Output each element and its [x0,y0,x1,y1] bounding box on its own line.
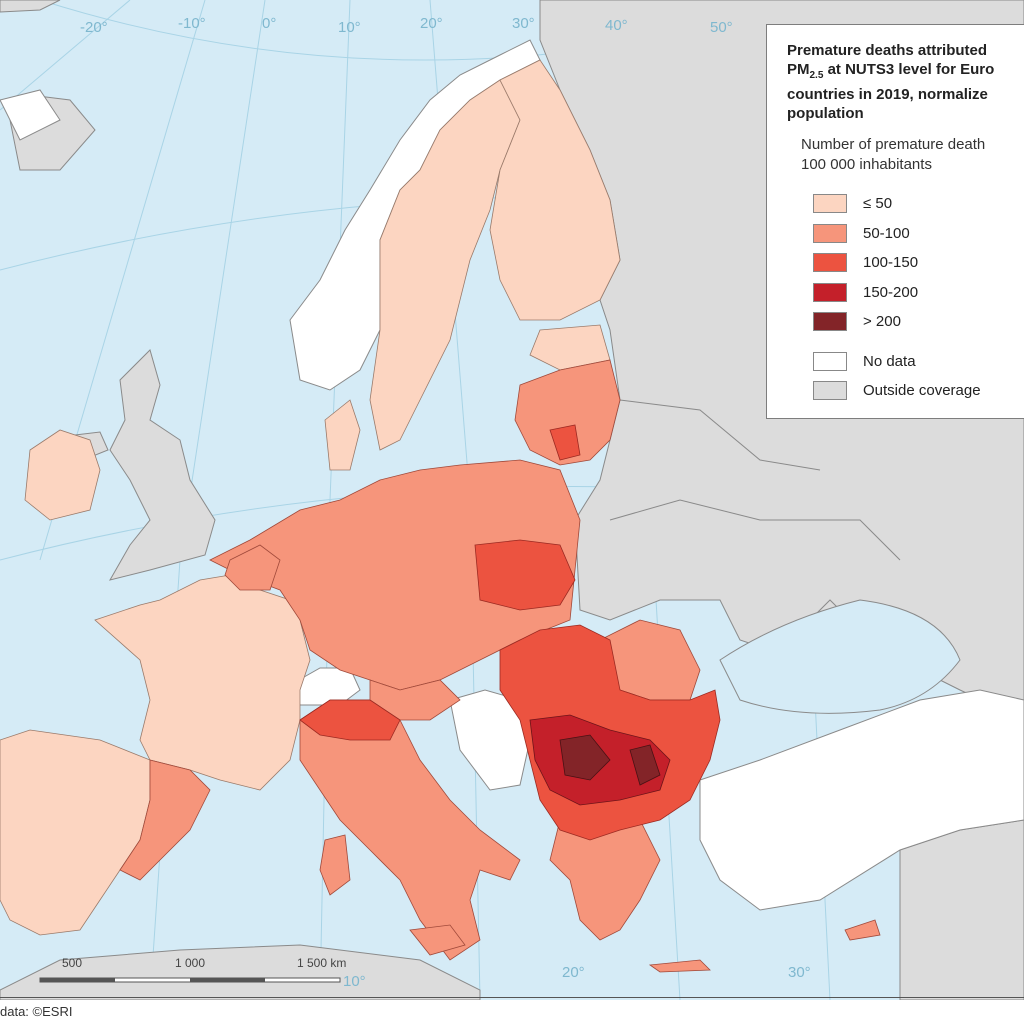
legend-item-outside: Outside coverage [813,376,1024,406]
scale-label: 1 000 [175,956,205,970]
source-credit: data: ©ESRI [0,1004,73,1019]
legend-title-line: countries in 2019, normalize [787,86,988,103]
class-le-50-regions [0,59,621,936]
legend-item: ≤ 50 [813,189,1024,219]
graticule-labels-bottom: 10° 20° 30° [343,964,811,990]
grat-label: 40° [605,17,628,34]
legend-title-pm: PM [787,61,810,78]
legend-swatch [813,351,847,371]
black-sea [719,599,961,714]
grat-label: -20° [80,19,108,36]
legend-item-label: Outside coverage [863,382,981,400]
legend-swatch [813,194,847,214]
scale-label: 1 500 km [297,956,346,970]
legend-gap [813,337,1024,347]
legend-item-label: ≤ 50 [863,195,893,213]
legend-item-label: 50-100 [863,224,910,242]
scale-label: 500 [62,956,82,970]
grat-label: 30° [512,15,535,32]
legend-panel: Premature deaths attributed PM2.5 at NUT… [766,24,1024,419]
class-50-100-regions [119,359,881,973]
legend-items: ≤ 50 50-100 100-150 150-200 > 200 No dat… [813,189,1024,406]
grat-label: 20° [562,964,585,981]
legend-swatch [813,312,847,332]
legend-item-label: 100-150 [863,254,919,272]
scale-bar: 500 1 000 1 500 km [39,956,346,983]
legend-swatch [813,223,847,243]
grat-label: 10° [338,19,361,36]
legend-swatch [813,282,847,302]
no-data-regions [0,39,1024,911]
grat-label: 20° [420,15,443,32]
legend-item: 150-200 [813,278,1024,308]
legend-item: 100-150 [813,248,1024,278]
legend-swatch [813,253,847,273]
legend-subtitle-line: Number of premature death [801,136,986,153]
grat-label: 10° [343,973,366,990]
grat-label: -10° [178,15,206,32]
grat-label: 50° [710,19,733,36]
legend-item: 50-100 [813,219,1024,249]
legend-title-line: Premature deaths attributed [787,42,988,59]
legend-item-label: No data [863,352,916,370]
legend-subtitle: Number of premature death 100 000 inhabi… [801,135,1024,175]
map-frame-bottom [0,997,1024,998]
grat-label: 0° [262,15,276,32]
class-gt-200-regions [559,734,661,786]
legend-title-sub: 2.5 [809,70,824,81]
graticule-labels-top: -20° -10° 0° 10° 20° 30° 40° 50° [80,15,733,36]
legend-item-no-data: No data [813,347,1024,377]
legend-title-line: PM2.5 at NUTS3 level for Euro [787,60,1024,85]
legend-swatch [813,381,847,401]
legend-title-line: population [787,105,864,122]
legend-title: Premature deaths attributed PM2.5 at NUT… [787,41,1024,123]
legend-item-label: > 200 [863,313,901,331]
grat-label: 30° [788,964,811,981]
legend-subtitle-line: 100 000 inhabitants [801,156,932,173]
legend-item-label: 150-200 [863,283,919,301]
legend-title-rest: at NUTS3 level for Euro [823,61,995,78]
legend-item: > 200 [813,307,1024,337]
